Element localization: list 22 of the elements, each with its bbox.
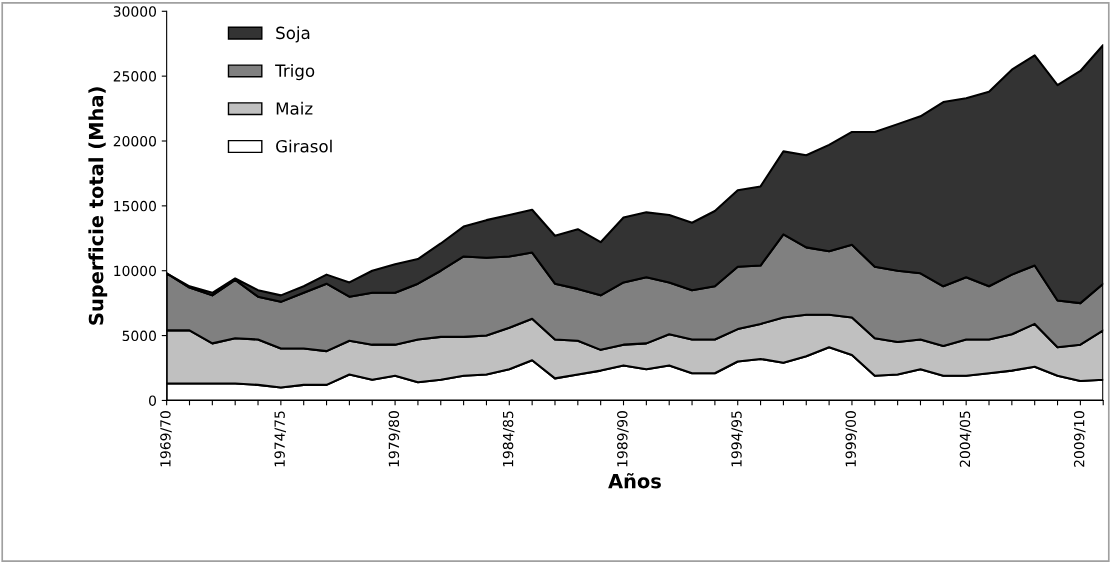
- legend-label: Trigo: [275, 64, 315, 81]
- y-axis-title: Superficie total (Mha): [88, 87, 108, 325]
- y-tick-label: 20000: [113, 135, 156, 147]
- x-tick-label: 1989/90: [617, 411, 629, 467]
- legend-label: Girasol: [276, 139, 332, 153]
- y-tick-label: 5000: [122, 330, 156, 342]
- x-tick-label: 1994/95: [731, 411, 743, 467]
- y-tick-label: 10000: [114, 265, 156, 277]
- y-tick-label: 15000: [114, 200, 156, 212]
- x-tick-label: 1984/85: [502, 411, 515, 467]
- x-tick-label: 1999/00: [845, 411, 858, 467]
- legend-label: Soja: [276, 26, 310, 43]
- y-tick-label: 25000: [113, 71, 156, 82]
- x-tick-label: 1969/70: [160, 411, 172, 467]
- x-tick-label: 1974/75: [274, 411, 286, 467]
- y-tick-label: 0: [149, 395, 157, 406]
- legend-label: Maiz: [276, 101, 313, 115]
- x-tick-label: 1979/80: [388, 411, 401, 467]
- y-tick-label: 30000: [113, 6, 156, 17]
- x-tick-label: 2009/10: [1073, 411, 1086, 467]
- x-tick-label: 2004/05: [959, 411, 972, 467]
- x-axis-title: Años: [608, 473, 661, 489]
